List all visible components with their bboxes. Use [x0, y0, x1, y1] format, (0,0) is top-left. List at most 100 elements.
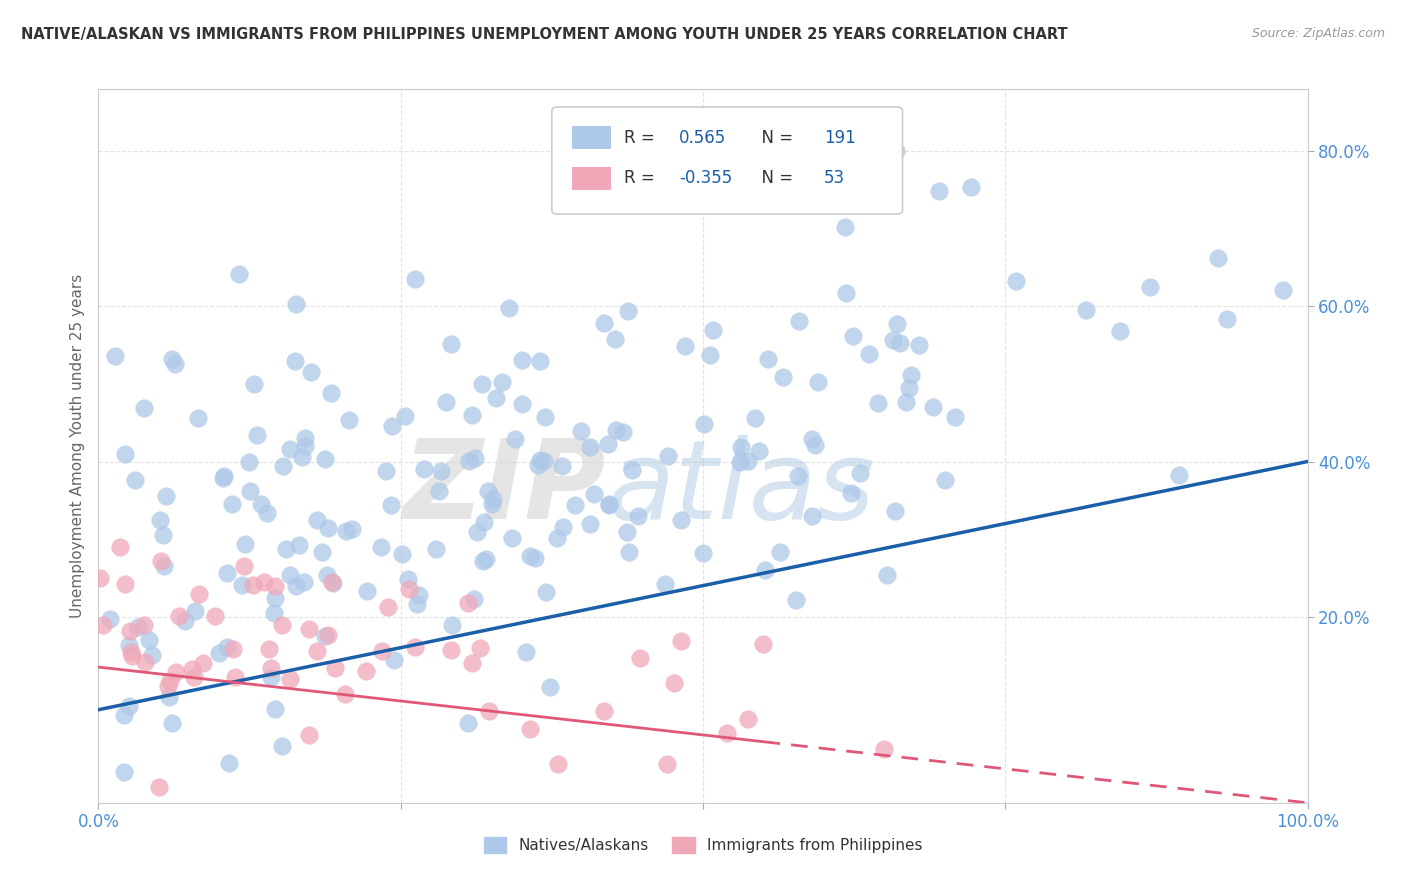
Point	[835, 285, 858, 300]
Point	[477, 483, 499, 498]
Text: N =: N =	[751, 169, 799, 187]
Point	[465, 524, 488, 539]
Point	[1076, 302, 1098, 317]
Point	[404, 640, 426, 655]
Point	[612, 425, 634, 440]
Point	[529, 453, 551, 467]
Point	[529, 354, 551, 368]
Point	[163, 357, 186, 371]
Point	[884, 504, 907, 518]
Point	[894, 395, 917, 409]
Point	[702, 323, 724, 337]
Point	[155, 489, 177, 503]
Point	[472, 554, 495, 568]
Point	[292, 575, 315, 590]
Point	[481, 492, 503, 507]
Point	[510, 397, 533, 411]
Point	[322, 576, 344, 591]
Point	[551, 459, 574, 474]
Point	[785, 593, 807, 607]
Point	[786, 468, 808, 483]
Point	[246, 427, 269, 442]
Point	[533, 410, 555, 425]
Point	[657, 449, 679, 463]
Point	[583, 487, 606, 501]
Point	[238, 484, 260, 499]
Point	[396, 573, 419, 587]
Point	[270, 618, 292, 632]
Point	[943, 409, 966, 424]
Point	[314, 629, 336, 643]
Point	[692, 546, 714, 560]
Point	[515, 645, 537, 659]
Point	[754, 563, 776, 577]
Point	[474, 515, 496, 529]
Point	[284, 579, 307, 593]
Point	[134, 655, 156, 669]
Point	[120, 645, 142, 659]
Point	[371, 644, 394, 658]
Point	[132, 401, 155, 416]
Point	[284, 354, 307, 368]
Point	[534, 585, 557, 599]
Point	[124, 473, 146, 487]
Point	[121, 649, 143, 664]
Point	[141, 648, 163, 662]
Point	[699, 348, 721, 362]
Point	[669, 634, 692, 648]
Point	[934, 473, 956, 487]
Point	[294, 431, 316, 445]
Point	[333, 686, 356, 700]
Point	[285, 296, 308, 310]
Point	[160, 715, 183, 730]
Point	[299, 365, 322, 379]
Point	[882, 333, 904, 347]
Point	[250, 497, 273, 511]
Point	[193, 656, 215, 670]
Point	[394, 409, 416, 424]
Point	[737, 712, 759, 726]
Point	[593, 704, 616, 718]
Point	[579, 440, 602, 454]
Point	[769, 545, 792, 559]
Point	[108, 540, 131, 554]
Point	[616, 525, 638, 540]
Point	[804, 438, 827, 452]
Point	[231, 578, 253, 592]
Point	[457, 716, 479, 731]
Point	[354, 664, 377, 678]
Point	[221, 497, 243, 511]
Point	[278, 568, 301, 582]
Point	[259, 670, 281, 684]
FancyBboxPatch shape	[572, 127, 612, 149]
Point	[114, 576, 136, 591]
Point	[153, 559, 176, 574]
Text: Source: ZipAtlas.com: Source: ZipAtlas.com	[1251, 27, 1385, 40]
Point	[922, 400, 945, 414]
Text: ZIP: ZIP	[402, 435, 606, 542]
Point	[669, 513, 692, 527]
Legend: Natives/Alaskans, Immigrants from Philippines: Natives/Alaskans, Immigrants from Philip…	[478, 831, 928, 859]
Point	[232, 559, 254, 574]
Point	[564, 498, 586, 512]
Point	[463, 592, 485, 607]
Point	[127, 620, 149, 634]
Point	[928, 184, 950, 198]
Point	[737, 453, 759, 467]
Point	[436, 395, 458, 409]
Point	[298, 728, 321, 742]
Point	[772, 369, 794, 384]
Point	[314, 452, 336, 467]
Point	[858, 347, 880, 361]
Point	[337, 412, 360, 426]
Point	[274, 541, 297, 556]
Point	[427, 483, 450, 498]
Point	[605, 423, 627, 437]
Point	[183, 669, 205, 683]
Point	[208, 646, 231, 660]
Point	[259, 641, 281, 656]
Text: N =: N =	[751, 128, 799, 146]
Point	[752, 637, 775, 651]
Point	[693, 417, 716, 432]
Point	[160, 352, 183, 367]
